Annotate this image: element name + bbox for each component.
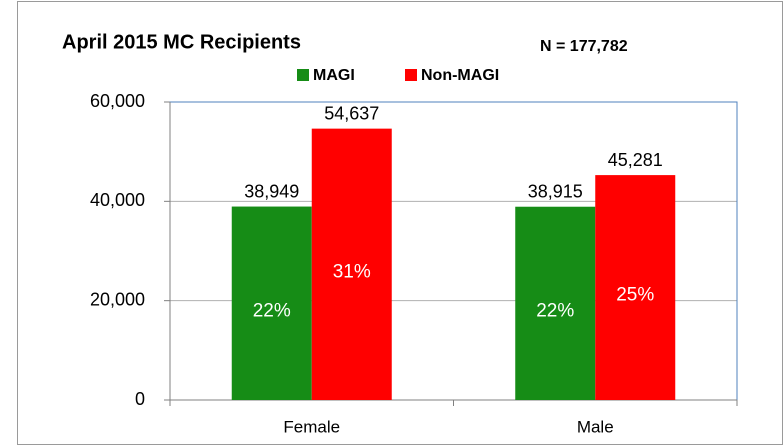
- data-label: 38,915: [528, 181, 583, 201]
- share-label: 25%: [616, 285, 654, 306]
- annotation: N = 177,782: [540, 38, 628, 55]
- x-tick-label: Male: [577, 417, 614, 436]
- y-tick-label: 40,000: [90, 190, 145, 210]
- data-label: 54,637: [324, 103, 379, 123]
- y-tick-label: 60,000: [90, 91, 145, 111]
- y-tick-label: 20,000: [90, 289, 145, 309]
- bar: [231, 206, 312, 400]
- x-tick-label: Female: [283, 417, 340, 436]
- legend-swatch: [405, 69, 417, 81]
- data-label: 38,949: [244, 181, 299, 201]
- bar: [311, 128, 392, 400]
- share-label: 22%: [536, 300, 574, 321]
- bar: [515, 206, 596, 400]
- y-tick-label: 0: [135, 389, 145, 409]
- bar: [595, 175, 676, 400]
- legend-label: MAGI: [313, 67, 355, 84]
- legend-swatch: [297, 69, 309, 81]
- share-label: 22%: [253, 300, 291, 321]
- data-label: 45,281: [608, 150, 663, 170]
- chart-title: April 2015 MC Recipients: [62, 31, 301, 53]
- share-label: 31%: [333, 261, 371, 282]
- legend-label: Non-MAGI: [421, 67, 499, 84]
